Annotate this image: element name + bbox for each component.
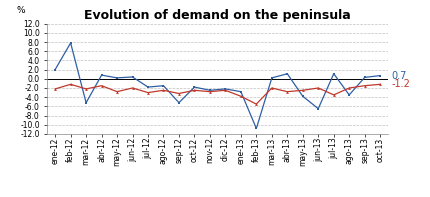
- Text: 0.7: 0.7: [390, 71, 406, 81]
- Text: -1.2: -1.2: [390, 79, 409, 89]
- Title: Evolution of demand on the peninsula: Evolution of demand on the peninsula: [84, 9, 350, 22]
- Text: %: %: [17, 6, 25, 15]
